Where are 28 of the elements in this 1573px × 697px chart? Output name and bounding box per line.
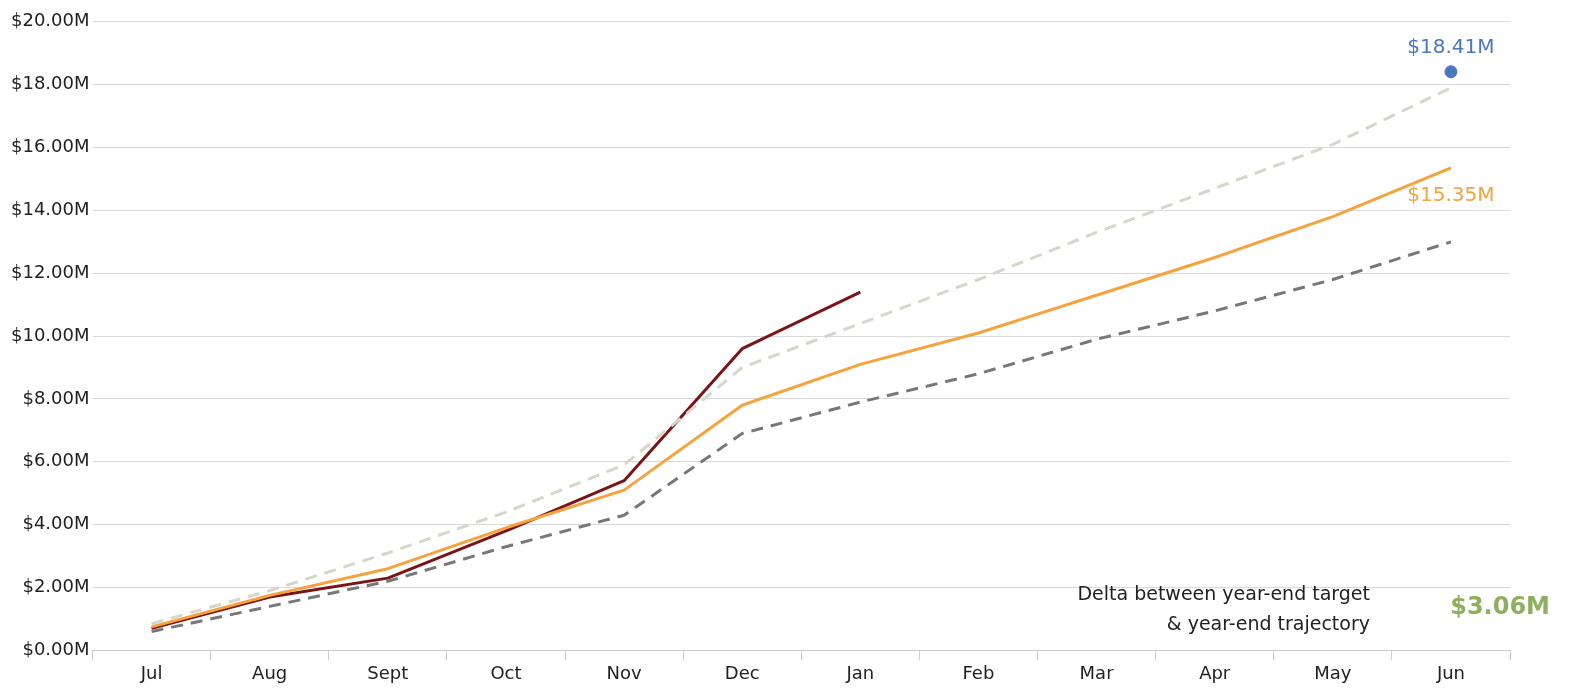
y-tick-label: $20.00M <box>11 9 90 31</box>
x-tick-label: Feb <box>962 661 995 683</box>
annotation: $3.06M <box>1450 591 1550 620</box>
x-tick-label: Mar <box>1079 661 1115 683</box>
x-tick-label: Sept <box>367 661 409 683</box>
x-tick-label: Dec <box>724 661 760 683</box>
x-tick-label: Jan <box>845 661 875 683</box>
data-label: $15.35M <box>1407 182 1495 207</box>
annotation: Delta between year-end target & year-end trajectory <box>1077 582 1370 635</box>
y-tick-label: $12.00M <box>11 260 90 282</box>
y-tick-label: $4.00M <box>22 512 90 534</box>
x-tick-label: Oct <box>490 661 522 683</box>
y-tick-label: $6.00M <box>22 449 90 471</box>
y-tick-label: $18.00M <box>11 72 90 94</box>
y-tick-label: $8.00M <box>22 386 90 408</box>
x-tick-label: Jul <box>139 661 163 683</box>
line-series <box>150 240 1453 634</box>
y-tick-label: $16.00M <box>11 135 90 157</box>
x-tick-label: Jun <box>1435 661 1465 683</box>
y-tick-label: $2.00M <box>22 575 90 597</box>
y-tick-label: $0.00M <box>22 638 90 660</box>
data-label: $18.41M <box>1407 33 1495 58</box>
y-tick-label: $14.00M <box>11 198 90 220</box>
x-tick-label: Aug <box>252 661 288 683</box>
x-tick-label: Nov <box>606 661 642 683</box>
x-tick-label: May <box>1314 661 1352 683</box>
x-tick-label: Apr <box>1199 661 1231 683</box>
y-tick-label: $10.00M <box>11 323 90 345</box>
